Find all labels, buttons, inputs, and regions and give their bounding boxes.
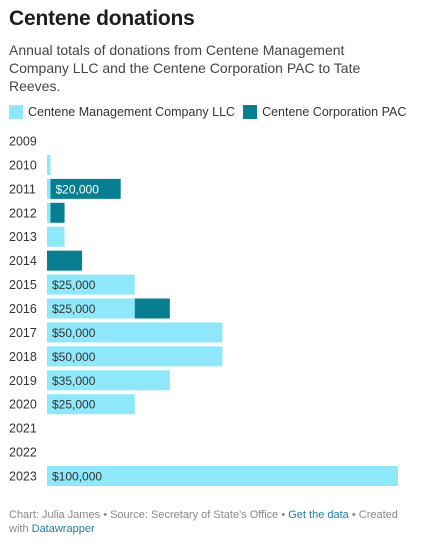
bar-management bbox=[47, 346, 223, 367]
year-label: 2023 bbox=[9, 470, 37, 484]
bar-value-label: $25,000 bbox=[52, 278, 96, 292]
chart-title: Centene donations bbox=[9, 7, 195, 30]
legend-swatch-management bbox=[9, 105, 23, 119]
year-label: 2014 bbox=[9, 254, 37, 268]
year-label: 2012 bbox=[9, 206, 37, 220]
footer-created-with: Created with bbox=[9, 509, 398, 535]
year-label: 2017 bbox=[9, 326, 37, 340]
year-label: 2020 bbox=[9, 398, 37, 412]
footer-credit: Chart: Julia James bbox=[9, 509, 101, 521]
year-label: 2011 bbox=[9, 182, 36, 196]
legend-label-pac: Centene Corporation PAC bbox=[262, 105, 407, 119]
bar-management bbox=[47, 202, 51, 223]
chart-legend: Centene Management Company LLC Centene C… bbox=[9, 103, 414, 121]
legend-swatch-pac bbox=[243, 105, 258, 119]
bar-value-label: $50,000 bbox=[52, 350, 96, 364]
year-label: 2009 bbox=[9, 135, 37, 149]
bar-management bbox=[47, 226, 65, 247]
year-label: 2016 bbox=[9, 302, 37, 316]
year-label: 2022 bbox=[9, 446, 37, 460]
get-the-data-link[interactable]: Get the data bbox=[288, 509, 349, 521]
bar-management bbox=[47, 394, 135, 415]
bar-pac bbox=[47, 250, 83, 271]
footer-separator: • bbox=[278, 509, 289, 521]
bar-chart: 2009 2010 2011 $20,000 2012 2013 2014 2015 $25,0… bbox=[9, 135, 398, 487]
chart-subtitle: Annual totals of donations from Centene … bbox=[9, 42, 361, 94]
bar-management bbox=[47, 370, 170, 391]
bar-management bbox=[47, 274, 135, 295]
year-label: 2010 bbox=[9, 158, 37, 172]
bar-value-label: $35,000 bbox=[52, 374, 96, 388]
bar-management bbox=[47, 178, 51, 199]
bar-value-label: $25,000 bbox=[52, 302, 96, 316]
bar-management bbox=[47, 154, 51, 175]
legend-item-management: Centene Management Company LLC bbox=[9, 105, 235, 119]
bar-value-label: $50,000 bbox=[52, 326, 96, 340]
bar-value-label: $20,000 bbox=[56, 182, 100, 196]
bar-management bbox=[47, 322, 223, 343]
footer-separator: • bbox=[100, 509, 111, 521]
footer-source: Source: Secretary of State's Office bbox=[110, 509, 279, 521]
year-label: 2019 bbox=[9, 374, 37, 388]
bar-management bbox=[47, 298, 135, 319]
bar-pac bbox=[134, 298, 170, 319]
footer-separator: • bbox=[348, 509, 359, 521]
legend-label-management: Centene Management Company LLC bbox=[28, 105, 236, 119]
bar-value-label: $25,000 bbox=[52, 398, 96, 412]
year-label: 2013 bbox=[9, 230, 37, 244]
bar-pac bbox=[50, 202, 65, 223]
year-label: 2018 bbox=[9, 350, 37, 364]
datawrapper-link[interactable]: Datawrapper bbox=[31, 523, 95, 535]
bar-pac bbox=[50, 178, 121, 199]
year-label: 2021 bbox=[9, 422, 37, 436]
bar-management bbox=[47, 466, 398, 487]
bar-value-label: $100,000 bbox=[52, 470, 102, 484]
year-label: 2015 bbox=[9, 278, 37, 292]
chart-footer: Chart: Julia James • Source: Secretary o… bbox=[9, 508, 409, 536]
legend-item-pac: Centene Corporation PAC bbox=[243, 105, 406, 119]
